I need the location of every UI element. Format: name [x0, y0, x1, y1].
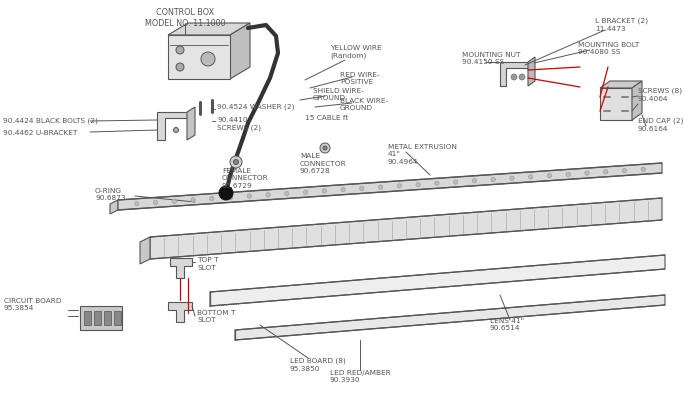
- Circle shape: [153, 200, 158, 205]
- Polygon shape: [140, 237, 150, 264]
- Text: END CAP (2)
90.6164: END CAP (2) 90.6164: [638, 118, 683, 132]
- Text: TOP T
SLOT: TOP T SLOT: [197, 257, 218, 270]
- Circle shape: [491, 177, 496, 182]
- Text: O-RING
90.6873: O-RING 90.6873: [95, 188, 125, 202]
- Circle shape: [416, 182, 420, 187]
- Text: LENS 41"
90.6514: LENS 41" 90.6514: [490, 318, 524, 332]
- Text: FEMALE
CONNECTOR
90.6729: FEMALE CONNECTOR 90.6729: [222, 168, 269, 189]
- Text: LED BOARD (8)
95.3850: LED BOARD (8) 95.3850: [290, 358, 346, 372]
- Circle shape: [360, 186, 364, 191]
- Circle shape: [320, 143, 330, 153]
- Bar: [114, 311, 121, 325]
- Circle shape: [303, 190, 308, 194]
- Text: BLACK WIRE-
GROUND: BLACK WIRE- GROUND: [340, 98, 388, 112]
- Circle shape: [584, 171, 589, 175]
- Circle shape: [230, 156, 242, 168]
- Polygon shape: [187, 107, 195, 140]
- Circle shape: [454, 180, 458, 184]
- Text: METAL EXTRUSION
41"
90.4964: METAL EXTRUSION 41" 90.4964: [388, 144, 457, 165]
- Text: 90.4462 U-BRACKET: 90.4462 U-BRACKET: [3, 130, 78, 136]
- Polygon shape: [157, 112, 187, 140]
- Circle shape: [134, 202, 139, 206]
- Circle shape: [511, 74, 517, 80]
- Circle shape: [322, 189, 326, 193]
- Circle shape: [174, 128, 178, 132]
- Circle shape: [435, 181, 439, 186]
- Text: MOUNTING NUT
90.4150 SS: MOUNTING NUT 90.4150 SS: [462, 52, 521, 66]
- Circle shape: [172, 199, 176, 203]
- Polygon shape: [168, 23, 250, 35]
- Circle shape: [285, 191, 289, 196]
- Bar: [84, 311, 91, 325]
- Circle shape: [547, 174, 552, 178]
- Text: 90.4410
SCREWS (2): 90.4410 SCREWS (2): [217, 117, 261, 131]
- Circle shape: [603, 170, 608, 174]
- Polygon shape: [528, 57, 535, 86]
- Bar: [104, 311, 111, 325]
- Polygon shape: [235, 295, 665, 340]
- Text: MALE
CONNECTOR
90.6728: MALE CONNECTOR 90.6728: [300, 153, 346, 174]
- Polygon shape: [118, 163, 662, 210]
- Text: YELLOW WIRE
(Random): YELLOW WIRE (Random): [330, 45, 382, 59]
- Circle shape: [622, 168, 626, 173]
- Polygon shape: [230, 23, 250, 79]
- Bar: [80, 306, 122, 330]
- Text: LED RED/AMBER
90.3930: LED RED/AMBER 90.3930: [330, 370, 391, 384]
- Circle shape: [379, 185, 383, 189]
- Bar: [600, 88, 632, 120]
- Text: 15 CABLE ft: 15 CABLE ft: [305, 115, 349, 121]
- Text: 90.4524 WASHER (2): 90.4524 WASHER (2): [217, 103, 295, 110]
- Circle shape: [247, 194, 251, 198]
- Circle shape: [234, 160, 239, 164]
- Bar: [168, 35, 230, 79]
- Polygon shape: [168, 302, 192, 322]
- Circle shape: [176, 46, 184, 54]
- Text: MOUNTING BOLT
90.4080 SS: MOUNTING BOLT 90.4080 SS: [578, 42, 639, 56]
- Polygon shape: [150, 198, 662, 259]
- Bar: [94, 311, 101, 325]
- Circle shape: [519, 74, 525, 80]
- Circle shape: [397, 184, 402, 188]
- Circle shape: [341, 188, 345, 192]
- Circle shape: [566, 172, 570, 176]
- Text: L BRACKET (2)
11.4473: L BRACKET (2) 11.4473: [595, 18, 648, 32]
- Polygon shape: [600, 81, 642, 88]
- Polygon shape: [170, 258, 192, 278]
- Circle shape: [266, 192, 270, 197]
- Circle shape: [209, 196, 214, 201]
- Circle shape: [191, 198, 195, 202]
- Polygon shape: [210, 255, 665, 306]
- Circle shape: [219, 186, 233, 200]
- Circle shape: [510, 176, 514, 180]
- Text: 90.4424 BLACK BOLTS (2): 90.4424 BLACK BOLTS (2): [3, 118, 98, 124]
- Circle shape: [323, 146, 327, 150]
- Polygon shape: [110, 200, 118, 214]
- Text: CIRCUIT BOARD
95.3854: CIRCUIT BOARD 95.3854: [4, 298, 62, 312]
- Polygon shape: [632, 81, 642, 120]
- Text: CONTROL BOX
MODEL NO. 11.1000: CONTROL BOX MODEL NO. 11.1000: [145, 8, 225, 28]
- Circle shape: [201, 52, 215, 66]
- Circle shape: [228, 195, 233, 200]
- Circle shape: [473, 178, 477, 183]
- Text: SHIELD WIRE-
GROUND: SHIELD WIRE- GROUND: [313, 88, 364, 102]
- Circle shape: [528, 175, 533, 179]
- Circle shape: [641, 167, 645, 172]
- Text: SCREWS (8)
90.4064: SCREWS (8) 90.4064: [638, 88, 682, 102]
- Text: BOTTOM T
SLOT: BOTTOM T SLOT: [197, 310, 235, 324]
- Polygon shape: [500, 62, 528, 86]
- Text: RED WIRE-
POSITIVE: RED WIRE- POSITIVE: [340, 72, 379, 86]
- Circle shape: [176, 63, 184, 71]
